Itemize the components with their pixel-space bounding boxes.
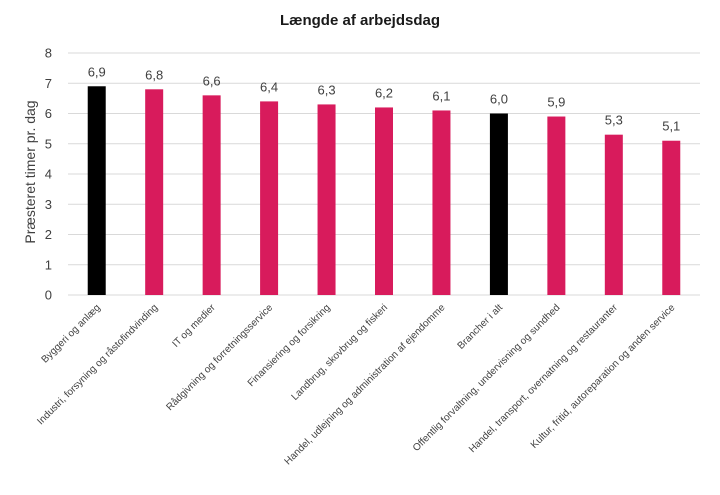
x-category-label: Industri, forsyning og råstofindvinding — [35, 302, 161, 428]
x-category-label: Rådgivning og forretningsservice — [164, 301, 276, 413]
bar — [662, 140, 681, 295]
y-tick-label: 4 — [45, 167, 52, 182]
y-tick-label: 1 — [45, 257, 52, 272]
x-category-label: Brancher i alt — [456, 302, 506, 352]
y-tick-label: 2 — [45, 227, 52, 242]
y-tick-label: 0 — [45, 288, 52, 303]
bar — [87, 86, 106, 296]
data-label: 6,6 — [203, 73, 221, 88]
bar — [432, 110, 451, 295]
bar — [145, 89, 164, 295]
y-tick-label: 7 — [45, 76, 52, 91]
data-label: 6,1 — [432, 88, 450, 103]
bar — [547, 116, 566, 296]
y-tick-label: 3 — [45, 197, 52, 212]
y-tick-label: 6 — [45, 106, 52, 121]
y-tick-label: 5 — [45, 136, 52, 151]
data-label: 5,3 — [605, 113, 623, 128]
bar — [375, 107, 393, 295]
data-label: 6,9 — [88, 64, 106, 79]
x-category-label: Byggeri og anlæg — [40, 302, 103, 365]
data-label: 6,2 — [375, 85, 393, 100]
data-label: 5,1 — [662, 119, 680, 134]
bar — [317, 104, 336, 295]
data-label: 6,8 — [145, 67, 163, 82]
x-category-label: Landbrug, skovbrug og fiskeri — [290, 302, 391, 403]
data-label: 6,0 — [490, 92, 508, 107]
data-labels: 6,9 6,8 6,6 6,4 6,3 6,2 6,1 6,0 5,9 5,3 5,1 — [88, 64, 681, 133]
bar — [202, 95, 221, 295]
chart-title: Længde af arbejdsdag — [279, 12, 441, 29]
y-tick-label: 8 — [45, 46, 52, 61]
bars — [87, 86, 681, 296]
y-axis-ticks: 0 1 2 3 4 5 6 7 8 — [45, 46, 52, 303]
data-label: 5,9 — [547, 95, 565, 110]
bar — [489, 113, 508, 295]
x-category-label: IT og medier — [170, 302, 218, 350]
data-label: 6,4 — [260, 79, 278, 94]
bar — [604, 134, 623, 295]
bar — [260, 101, 279, 296]
data-label: 6,3 — [318, 82, 336, 97]
